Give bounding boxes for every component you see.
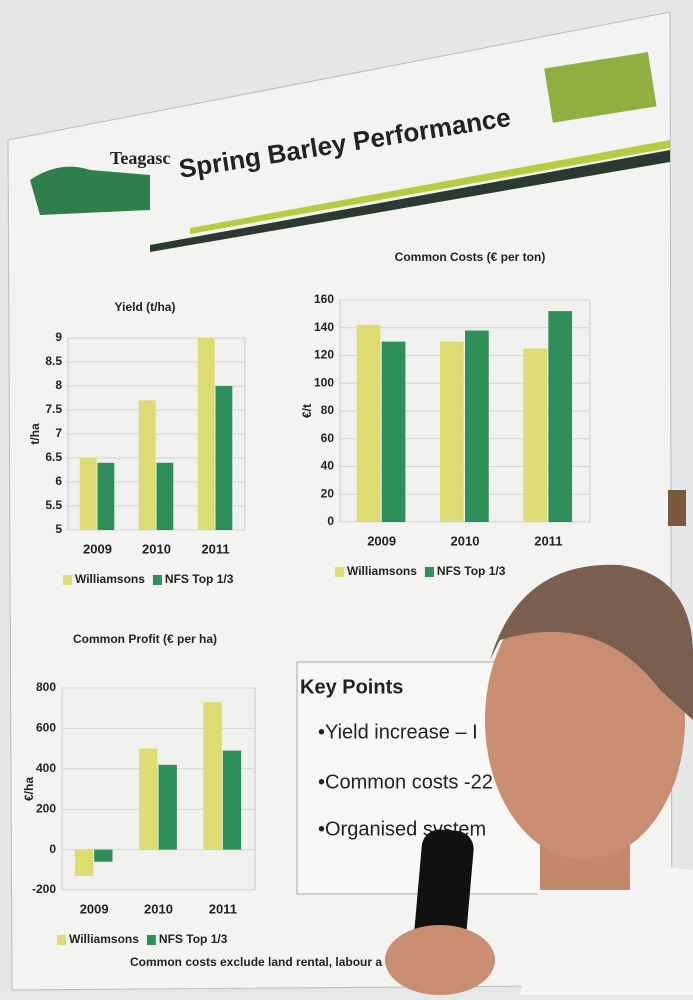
y-tick-label: 40 <box>321 459 335 473</box>
y-tick-label: 7 <box>55 426 62 440</box>
y-axis-label: €/ha <box>22 777 36 801</box>
y-tick-label: 800 <box>36 680 56 694</box>
x-tick-label: 2009 <box>80 901 109 916</box>
x-tick-label: 2010 <box>142 541 171 556</box>
y-tick-label: 140 <box>314 320 334 334</box>
post <box>668 490 686 526</box>
key-point: •Common costs -22 <box>318 771 493 793</box>
y-tick-label: 9 <box>55 330 62 344</box>
x-tick-label: 2011 <box>201 541 229 556</box>
x-tick-label: 2011 <box>209 901 237 916</box>
logo-shape <box>30 167 150 215</box>
legend-label: Williamsons <box>69 932 139 946</box>
bar <box>548 311 572 522</box>
legend-label: Williamsons <box>75 572 145 586</box>
y-tick-label: 6.5 <box>45 450 62 464</box>
chart-title: Common Profit (€ per ha) <box>73 632 217 646</box>
footnote: Common costs exclude land rental, labour… <box>130 955 382 969</box>
legend-swatch <box>147 935 156 945</box>
bar <box>157 463 174 530</box>
legend-label: NFS Top 1/3 <box>159 932 228 946</box>
chart-title: Common Costs (€ per ton) <box>395 250 546 264</box>
y-tick-label: 200 <box>36 801 56 815</box>
bar <box>216 386 233 530</box>
bar <box>75 850 93 876</box>
chart-title: Yield (t/ha) <box>115 300 176 314</box>
bar <box>204 702 222 849</box>
legend-swatch <box>63 575 72 585</box>
hand <box>385 925 495 995</box>
legend-label: NFS Top 1/3 <box>437 564 506 578</box>
y-axis-label: t/ha <box>28 423 42 445</box>
bar <box>465 331 489 522</box>
x-tick-label: 2010 <box>144 901 173 916</box>
y-tick-label: 400 <box>36 761 56 775</box>
x-tick-label: 2010 <box>451 533 480 548</box>
bar <box>382 342 406 522</box>
bar <box>223 751 241 850</box>
bar <box>139 749 157 850</box>
page: Teagasc Spring Barley Performance Key Po… <box>0 0 693 995</box>
bar <box>523 349 547 522</box>
legend-label: Williamsons <box>347 564 417 578</box>
y-tick-label: 8.5 <box>45 354 62 368</box>
x-tick-label: 2011 <box>534 533 562 548</box>
legend-swatch <box>57 935 66 945</box>
bar <box>98 463 115 530</box>
y-tick-label: 60 <box>321 431 335 445</box>
bar <box>159 765 177 850</box>
y-tick-label: 7.5 <box>45 402 62 416</box>
y-tick-label: 20 <box>321 486 335 500</box>
y-tick-label: 5 <box>55 522 62 536</box>
bar <box>357 325 381 522</box>
bar <box>80 458 97 530</box>
key-point: •Yield increase – I <box>318 721 478 743</box>
legend-swatch <box>425 567 434 577</box>
y-tick-label: -200 <box>32 882 56 896</box>
y-tick-label: 0 <box>327 514 334 528</box>
bar <box>139 400 156 530</box>
y-tick-label: 600 <box>36 721 56 735</box>
bar <box>198 338 215 530</box>
y-tick-label: 100 <box>314 375 334 389</box>
legend-swatch <box>335 567 344 577</box>
y-tick-label: 160 <box>314 292 334 306</box>
y-tick-label: 120 <box>314 348 334 362</box>
bar <box>440 342 464 522</box>
y-tick-label: 6 <box>55 474 62 488</box>
photo: Teagasc Spring Barley Performance Key Po… <box>0 0 693 995</box>
legend-swatch <box>153 575 162 585</box>
y-tick-label: 0 <box>49 842 56 856</box>
logo-text: Teagasc <box>110 148 170 168</box>
y-axis-label: €/t <box>300 404 314 418</box>
key-points-heading: Key Points <box>300 676 403 698</box>
y-tick-label: 80 <box>321 403 335 417</box>
bar <box>94 850 112 862</box>
legend-label: NFS Top 1/3 <box>165 572 234 586</box>
y-tick-label: 5.5 <box>45 498 62 512</box>
x-tick-label: 2009 <box>83 541 112 556</box>
x-tick-label: 2009 <box>367 533 396 548</box>
y-tick-label: 8 <box>55 378 62 392</box>
